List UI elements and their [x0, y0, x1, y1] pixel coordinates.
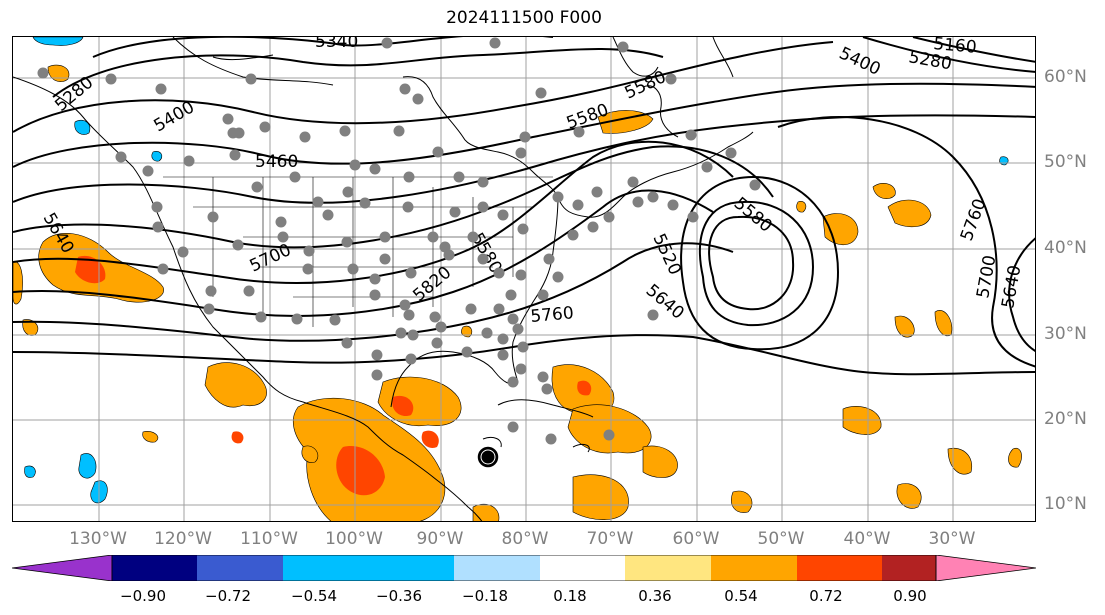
lon-label: 80°W [501, 529, 549, 549]
colorbar-segment [797, 555, 882, 581]
contour-label: 5400 [836, 43, 884, 79]
lat-label: 10°N [1044, 494, 1087, 514]
lon-label: 110°W [240, 529, 298, 549]
colorbar-tick-label: −0.54 [291, 587, 337, 605]
colorbar-tick-label: 0.72 [809, 587, 843, 605]
colorbar-extend-low [12, 555, 113, 581]
lat-label: 60°N [1044, 67, 1087, 87]
colorbar-segment [882, 555, 936, 581]
lon-label: 90°W [416, 529, 464, 549]
contour-label: 5580 [622, 67, 670, 103]
strong-positive-anomaly-shading [75, 255, 592, 496]
colorbar-tick-label: 0.36 [638, 587, 672, 605]
colorbar-tick-label: −0.72 [205, 587, 251, 605]
contour-label: 5820 [409, 263, 455, 306]
colorbar-segment [369, 555, 454, 581]
height-contours [13, 37, 1035, 376]
graticule [13, 37, 1035, 521]
contour-label: 5760 [957, 196, 991, 243]
colorbar-tick-label: −0.90 [120, 587, 166, 605]
colorbar-segment [625, 555, 711, 581]
contour-label: 5520 [648, 231, 684, 279]
contour-label: 5460 [255, 152, 298, 172]
colorbar-extend-high [935, 555, 1036, 581]
colorbar-tick-label: 0.54 [724, 587, 758, 605]
contour-label: 5700 [973, 254, 1000, 300]
contour-label: 5580 [730, 194, 776, 237]
lon-label: 40°W [843, 529, 891, 549]
map-panel: 5340 5280 5400 5460 5580 5580 5520 5640 … [12, 36, 1036, 522]
storm-center-marker [476, 445, 500, 469]
colorbar-tick-label: 0.90 [893, 587, 927, 605]
map-canvas: 5340 5280 5400 5460 5580 5580 5520 5640 … [13, 37, 1035, 521]
lon-label: 60°W [672, 529, 720, 549]
colorbar-tick-label: −0.36 [376, 587, 422, 605]
colorbar-tick-label: −0.18 [462, 587, 508, 605]
colorbar [12, 555, 1036, 581]
colorbar-segment [540, 555, 625, 581]
colorbar-segment [112, 555, 197, 581]
contour-label: 5400 [151, 97, 198, 136]
station-markers [37, 37, 761, 445]
lat-label: 50°N [1044, 152, 1087, 172]
lat-label: 20°N [1044, 409, 1087, 429]
lon-label: 50°W [757, 529, 805, 549]
colorbar-segment [283, 555, 369, 581]
contour-label: 5760 [530, 303, 575, 327]
lon-label: 130°W [69, 529, 127, 549]
colorbar-tick-label: 0.18 [553, 587, 587, 605]
lat-label: 40°N [1044, 238, 1087, 258]
map-title: 2024111500 F000 [446, 8, 602, 28]
lon-label: 100°W [325, 529, 383, 549]
colorbar-segment [711, 555, 797, 581]
colorbar-segment [454, 555, 540, 581]
lon-label: 70°W [586, 529, 634, 549]
contour-label: 5160 [933, 37, 978, 58]
contour-label: 5340 [315, 37, 358, 52]
lat-label: 30°N [1044, 324, 1087, 344]
colorbar-segment [197, 555, 283, 581]
lon-label: 120°W [154, 529, 212, 549]
contour-label: 5640 [998, 264, 1025, 310]
lon-label: 30°W [928, 529, 976, 549]
